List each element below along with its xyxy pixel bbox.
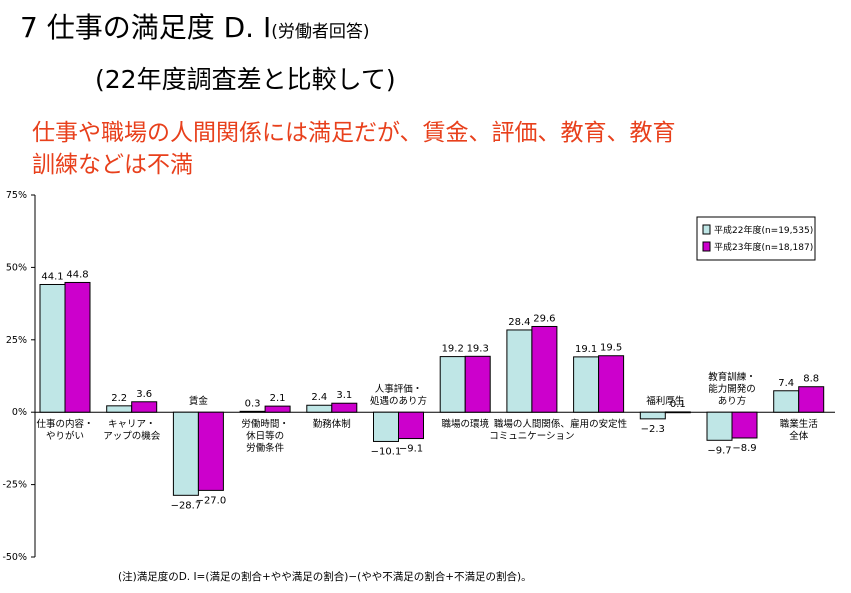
y-tick-label: 50% — [6, 262, 27, 273]
footnote: (注)満足度のD. I=(満足の割合+やや満足の割合)−(やや不満足の割合+不満… — [118, 571, 532, 583]
chart-subtitle: (22年度調査差と比較して) — [95, 65, 396, 94]
data-label: −9.1 — [399, 444, 423, 455]
legend-swatch — [702, 224, 711, 235]
bar-h22 — [773, 390, 800, 413]
category-label: あり方 — [718, 395, 747, 407]
data-label: 2.1 — [270, 393, 286, 404]
category-label: 職場の人間関係、 — [494, 418, 570, 430]
bar-h23 — [398, 411, 424, 440]
bar-h22 — [306, 404, 333, 413]
data-label: 19.5 — [600, 343, 622, 354]
bar-h23 — [664, 411, 691, 414]
bar-h23 — [598, 355, 625, 413]
data-label: 2.4 — [311, 392, 327, 403]
data-label: −28.7 — [171, 500, 202, 511]
category-label: 人事評価・ — [375, 383, 423, 395]
data-label: 19.2 — [442, 344, 464, 355]
category-label: キャリア・ — [108, 419, 156, 430]
data-label: −8.9 — [732, 443, 756, 454]
category-label: コミュニケーション — [489, 431, 574, 442]
data-label: −27.0 — [196, 495, 227, 506]
bar-h23 — [731, 411, 758, 439]
chart-title: 7 仕事の満足度 D. I(労働者回答) — [20, 6, 370, 46]
bar-h22 — [39, 283, 66, 413]
category-label: 雇用の安定性 — [570, 418, 628, 430]
headline: 仕事や職場の人間関係には満足だが、賃金、評価、教育、教育訓練などは不満 — [32, 120, 676, 178]
category-label: 仕事の内容・ — [36, 418, 93, 430]
bar-h22 — [706, 411, 733, 441]
category-label: 職業生活 — [780, 418, 819, 430]
bar-h23 — [64, 281, 91, 413]
bar-h22 — [573, 356, 600, 413]
bar-h23 — [131, 401, 158, 413]
data-label: 29.6 — [533, 313, 555, 324]
legend-swatch — [702, 241, 711, 252]
bar-h22 — [239, 410, 266, 413]
data-label: 3.1 — [336, 390, 352, 401]
data-label: −9.7 — [707, 445, 731, 456]
category-label: 賃金 — [189, 395, 209, 407]
bar-h22 — [106, 405, 133, 413]
category-label: やりがい — [46, 430, 84, 442]
y-tick-label: 75% — [6, 190, 27, 201]
bar-h22 — [506, 329, 533, 413]
category-label: 教育訓練・ — [708, 371, 756, 383]
data-label: 8.8 — [803, 374, 819, 385]
bar-h22 — [439, 356, 466, 413]
category-label: 労働時間・ — [241, 418, 289, 430]
category-label: 労働条件 — [246, 442, 285, 454]
data-label: 28.4 — [508, 317, 530, 328]
data-label: 3.6 — [136, 389, 152, 400]
title-main: 7 仕事の満足度 D. I — [20, 11, 272, 44]
data-label: 44.1 — [41, 271, 63, 282]
bar-h23 — [798, 386, 825, 413]
y-tick-label: -50% — [2, 552, 27, 563]
data-label: 0.3 — [245, 398, 261, 409]
bar-h23 — [331, 402, 358, 413]
bar-h23 — [264, 405, 291, 413]
data-label: 0.1 — [670, 399, 686, 410]
category-label: 処遇のあり方 — [370, 395, 427, 407]
legend-entry: 平成23年度(n=18,187) — [714, 241, 813, 253]
bar-h23 — [464, 355, 491, 413]
data-label: −2.3 — [641, 424, 665, 435]
category-label: アップの機会 — [103, 430, 161, 442]
data-label: 7.4 — [778, 378, 794, 389]
category-label: 職場の環境 — [441, 418, 489, 430]
category-label: 全体 — [789, 430, 809, 442]
legend — [696, 216, 816, 261]
y-tick-label: -25% — [2, 480, 27, 491]
data-label: 19.3 — [467, 343, 489, 354]
category-label: 勤務体制 — [313, 418, 351, 430]
bar-h23 — [197, 411, 224, 491]
data-label: 44.8 — [66, 269, 88, 280]
y-tick-label: 0% — [12, 407, 27, 418]
bar-h22 — [172, 411, 199, 496]
data-label: 2.2 — [111, 393, 127, 404]
bar-h22 — [373, 411, 399, 442]
y-tick-label: 25% — [6, 335, 27, 346]
data-label: 19.1 — [575, 344, 597, 355]
category-label: 福利厚生 — [646, 395, 685, 407]
category-label: 休日等の — [246, 430, 284, 442]
legend-entry: 平成22年度(n=19,535) — [714, 224, 813, 236]
bar-h22 — [639, 411, 666, 420]
title-respondent: (労働者回答) — [271, 22, 370, 42]
bar-h23 — [531, 325, 558, 413]
data-label: −10.1 — [371, 446, 402, 457]
category-label: 能力開発の — [708, 383, 756, 395]
